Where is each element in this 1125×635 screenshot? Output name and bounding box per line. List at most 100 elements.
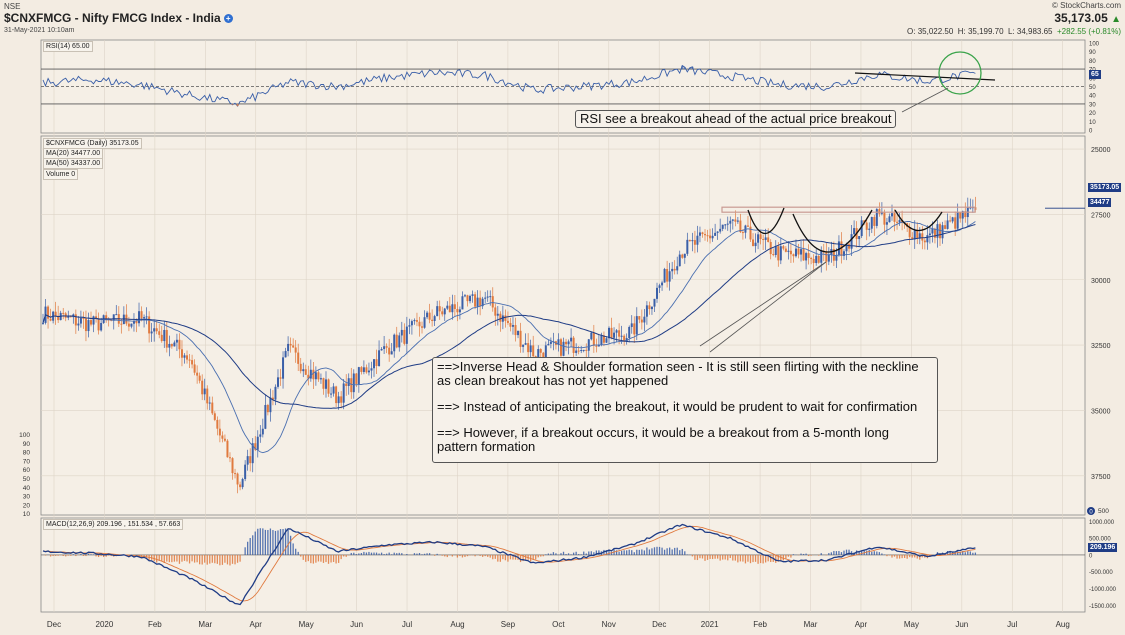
rsi-tick-label: 20 (1089, 111, 1096, 117)
rsi-tick-label: 30 (1089, 102, 1096, 108)
candle-body (633, 323, 636, 335)
volume-tick-label: 30 (23, 494, 31, 501)
candle-body (499, 313, 502, 322)
hs-pointer-1 (699, 261, 827, 347)
candle-body (287, 343, 290, 352)
candle-body (314, 372, 317, 380)
candle-body (673, 268, 676, 271)
candle-body (848, 244, 851, 249)
candle-body (448, 305, 451, 313)
add-symbol-icon[interactable]: + (223, 14, 233, 23)
candle-body (845, 244, 848, 252)
candle-body (324, 379, 327, 389)
candle-body (246, 456, 249, 465)
site-credit[interactable]: © StockCharts.com (1051, 1, 1121, 10)
x-tick-label: Dec (47, 620, 61, 629)
candle-body (570, 337, 573, 342)
last-price: 35,173.05 ▲ (1054, 11, 1121, 25)
candle-body (890, 213, 893, 217)
candle-body (491, 296, 494, 308)
macd-line (42, 523, 976, 606)
candle-body (772, 254, 775, 256)
macd-tick-label: 0 (1089, 553, 1093, 559)
candle-body (140, 311, 143, 319)
candle-body (380, 349, 383, 351)
rsi-tick-label: 40 (1089, 94, 1096, 100)
candle-body (880, 212, 883, 214)
candle-body (661, 282, 664, 286)
candle-body (105, 315, 108, 320)
candle-body (544, 345, 547, 359)
candle-body (939, 224, 942, 239)
candle-body (256, 436, 259, 450)
volume-tick-label: 40 (23, 485, 31, 492)
candle-body (696, 235, 699, 245)
price-tick-label: 25000 (1091, 147, 1111, 154)
candle-body (410, 321, 413, 326)
candle-body (49, 318, 52, 321)
candle-body (155, 328, 158, 332)
hs-note-line-3: ==> However, if a breakout occurs, it wo… (437, 425, 889, 454)
candle-body (875, 209, 878, 226)
candle-body (335, 386, 338, 404)
candle-body (254, 443, 257, 450)
candle-body (398, 335, 401, 348)
volume-tick-label: 20 (23, 502, 31, 509)
candle-body (178, 339, 181, 350)
candle-body (180, 349, 183, 358)
x-tick-label: Jul (402, 620, 412, 629)
x-tick-label: Feb (753, 620, 767, 629)
candle-body (782, 246, 785, 249)
candle-body (461, 296, 464, 310)
candle-body (476, 297, 479, 307)
candle-body (160, 334, 163, 342)
candle-body (954, 217, 957, 229)
candle-body (196, 372, 199, 376)
candle-body (802, 249, 805, 261)
candle-body (95, 316, 98, 319)
x-tick-label: 2020 (96, 620, 114, 629)
candle-body (527, 343, 530, 353)
candle-body (719, 228, 722, 232)
candle-body (956, 212, 959, 229)
rsi-legend: RSI(14) 65.00 (43, 41, 93, 52)
candle-body (74, 314, 77, 326)
candle-body (691, 240, 694, 242)
candle-body (731, 219, 734, 221)
x-tick-label: Dec (652, 620, 666, 629)
candle-body (656, 287, 659, 299)
candle-body (206, 388, 209, 404)
volume-tick-label: 100 (19, 432, 30, 439)
hs-note-line-2: ==> Instead of anticipating the breakout… (437, 399, 918, 414)
candle-body (170, 343, 173, 347)
candle-body (580, 349, 583, 352)
candle-body (812, 258, 815, 264)
candle-body (736, 220, 739, 222)
candle-body (805, 253, 808, 261)
candle-body (549, 341, 552, 344)
candle-body (221, 435, 224, 439)
price-legend-3: Volume 0 (43, 169, 79, 180)
candle-body (259, 434, 262, 437)
candle-body (421, 326, 424, 328)
price-tick-label: 35000 (1091, 408, 1111, 415)
candle-body (350, 378, 353, 393)
candle-body (893, 213, 896, 222)
candle-body (575, 350, 578, 353)
head-shoulder-annotation: ==>Inverse Head & Shoulder formation see… (432, 357, 938, 463)
candle-body (590, 332, 593, 340)
candle-body (446, 305, 449, 309)
candle-body (921, 233, 924, 241)
candle-body (607, 327, 610, 339)
x-tick-label: Mar (198, 620, 212, 629)
candle-body (817, 255, 820, 263)
candle-body (54, 311, 57, 316)
candle-body (797, 248, 800, 255)
candle-body (168, 343, 171, 348)
candle-body (650, 306, 653, 310)
candle-body (810, 257, 813, 259)
candle-body (620, 335, 623, 337)
candle-body (236, 473, 239, 485)
candle-body (216, 419, 219, 429)
candle-body (158, 331, 161, 335)
